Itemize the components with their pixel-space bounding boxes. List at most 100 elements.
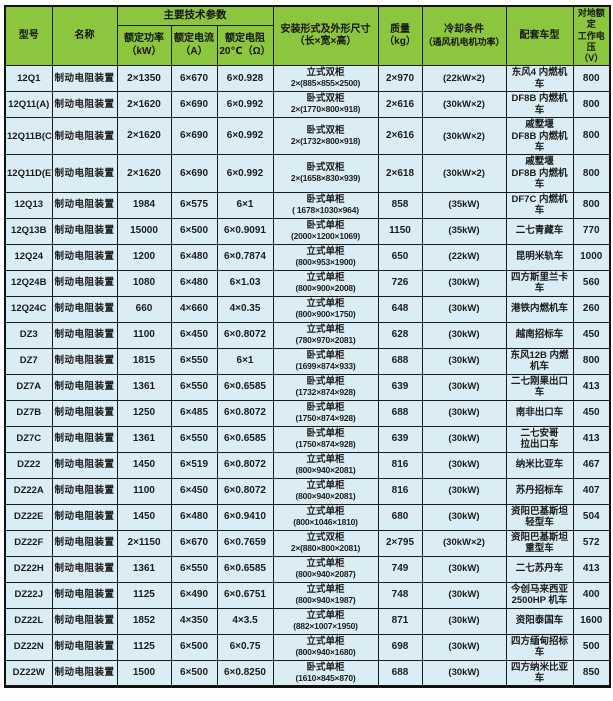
cell-vehicle: 南非出口车 (505, 399, 574, 427)
cell-rated-resistance: 6×0.992 (216, 154, 274, 193)
table-row: 12Q1 制动电阻装置 2×1350 6×670 6×0.928 立式双柜 2×… (4, 65, 611, 93)
install-form: 立式单柜 (306, 557, 345, 569)
cell-voltage: 800 (572, 65, 611, 93)
header-rated-resistance-line2: 20℃（Ω） (219, 45, 271, 57)
cell-install: 立式双柜 2×(885×855×2500) (272, 65, 379, 93)
header-install-line2: （长×宽×高） (294, 36, 357, 48)
cell-mass: 2×618 (377, 154, 423, 193)
cell-rated-current: 6×550 (170, 555, 218, 583)
cell-rated-current: 6×575 (170, 191, 218, 219)
cell-name: 制动电阻装置 (51, 555, 118, 583)
install-form: 立式单柜 (306, 583, 345, 595)
cell-vehicle: 二七苏丹车 (505, 555, 574, 583)
cell-model: DZ7C (4, 425, 53, 453)
cell-rated-resistance: 4×3.5 (216, 607, 274, 635)
table-header: 型号 名称 主要技术参数 安装形式及外形尺寸 （长×宽×高） 质量 （kg） 冷 (4, 5, 611, 67)
table-row: DZ22E 制动电阻装置 1450 6×480 6×0.9410 立式单柜 (8… (4, 503, 611, 531)
table-row: 12Q11(A) 制动电阻装置 2×1620 6×690 6×0.992 卧式双… (4, 91, 611, 119)
install-dimensions: (780×970×2081) (295, 334, 356, 345)
header-name: 名称 (51, 5, 118, 67)
install-form: 卧式单柜 (306, 193, 345, 205)
cell-cooling: (35kW) (421, 217, 507, 245)
cell-model: DZ22H (4, 555, 53, 583)
table-row: DZ22N 制动电阻装置 1125 6×500 6×0.75 立式单柜 (800… (4, 633, 611, 661)
cell-model: DZ22L (4, 607, 53, 635)
install-form: 立式单柜 (306, 505, 345, 517)
cell-mass: 2×616 (377, 117, 423, 156)
cell-vehicle: 苏丹招标车 (505, 477, 574, 505)
cell-voltage: 450 (572, 399, 611, 427)
cell-name: 制动电阻装置 (51, 243, 118, 271)
install-dimensions: 2×(1770×800×918) (290, 104, 361, 115)
cell-voltage: 1600 (572, 607, 611, 635)
cell-vehicle: 二七刚果出口车 (505, 373, 574, 401)
cell-name: 制动电阻装置 (51, 503, 118, 531)
install-dimensions: (800×940×1987) (295, 594, 356, 605)
cell-install: 卧式双柜 2×(1658×830×939) (272, 154, 379, 193)
cell-rated-current: 6×690 (170, 91, 218, 119)
cell-rated-current: 6×550 (170, 373, 218, 401)
cell-rated-resistance: 6×0.9091 (216, 217, 274, 245)
cell-vehicle: 二七安哥 拉出口车 (505, 425, 574, 453)
table-row: 12Q13 制动电阻装置 1984 6×575 6×1 卧式单柜 ( 1678×… (4, 191, 611, 219)
cell-voltage: 413 (572, 555, 611, 583)
header-install-line1: 安装形式及外形尺寸 (280, 23, 371, 35)
cell-rated-power: 1500 (116, 659, 172, 688)
cell-vehicle: 资阳泰国车 (505, 607, 574, 635)
cell-install: 立式单柜 (780×970×2081) (272, 321, 379, 349)
install-form: 立式单柜 (306, 297, 345, 309)
cell-name: 制动电阻装置 (51, 91, 118, 119)
cell-rated-resistance: 6×0.8072 (216, 451, 274, 479)
cell-vehicle: 港铁内燃机车 (505, 295, 574, 323)
install-dimensions: 2×(1732×800×918) (290, 135, 361, 146)
cell-install: 立式单柜 (800×940×2087) (272, 555, 379, 583)
table-row: 12Q24 制动电阻装置 1200 6×480 6×0.7874 立式单柜 (8… (4, 243, 611, 271)
table-row: DZ22A 制动电阻装置 1100 6×450 6×0.8072 立式单柜 (8… (4, 477, 611, 505)
header-voltage-line1: 对地额定 (577, 8, 605, 30)
cell-model: DZ22F (4, 529, 53, 557)
cell-install: 卧式双柜 2×(1770×800×918) (272, 91, 379, 119)
cell-cooling: (30kW) (421, 373, 507, 401)
install-form: 卧式单柜 (306, 219, 345, 231)
cell-cooling: (30kW) (421, 295, 507, 323)
cell-model: 12Q11D(E) (4, 154, 53, 193)
cell-rated-current: 6×485 (170, 399, 218, 427)
table-row: 12Q11B(C) 制动电阻装置 2×1620 6×690 6×0.992 卧式… (4, 117, 611, 156)
cell-model: DZ22E (4, 503, 53, 531)
cell-rated-resistance: 4×0.35 (216, 295, 274, 323)
cell-model: DZ22W (4, 659, 53, 688)
cell-vehicle: 二七青藏车 (505, 217, 574, 245)
cell-rated-current: 6×670 (170, 529, 218, 557)
cell-rated-power: 1984 (116, 191, 172, 219)
cell-rated-current: 6×500 (170, 633, 218, 661)
cell-mass: 688 (377, 399, 423, 427)
install-form: 卧式双柜 (306, 124, 345, 136)
cell-model: 12Q11B(C) (4, 117, 53, 156)
cell-install: 卧式单柜 (2000×1200×1069) (272, 217, 379, 245)
cell-vehicle: 资阳巴基斯坦 重型车 (505, 529, 574, 557)
cell-rated-power: 1450 (116, 503, 172, 531)
install-dimensions: ( 1678×1030×964) (292, 204, 359, 215)
cell-model: DZ22N (4, 633, 53, 661)
cell-rated-resistance: 6×0.8072 (216, 399, 274, 427)
cell-rated-resistance: 6×0.6585 (216, 425, 274, 453)
header-rated-resistance-line1: 额定电阻 (225, 33, 265, 45)
cell-cooling: (30kW×2) (421, 117, 507, 156)
cell-name: 制动电阻装置 (51, 295, 118, 323)
cell-cooling: (30kW) (421, 555, 507, 583)
cell-rated-power: 2×1620 (116, 154, 172, 193)
cell-rated-resistance: 6×0.8072 (216, 477, 274, 505)
cell-mass: 639 (377, 425, 423, 453)
cell-voltage: 260 (572, 295, 611, 323)
cell-name: 制动电阻装置 (51, 425, 118, 453)
cell-voltage: 850 (572, 659, 611, 688)
install-form: 立式单柜 (306, 271, 345, 283)
cell-rated-power: 1080 (116, 269, 172, 297)
install-dimensions: 2×(885×855×2500) (290, 78, 361, 89)
install-dimensions: (800×1046×1810) (293, 516, 358, 527)
table-row: 12Q11D(E) 制动电阻装置 2×1620 6×690 6×0.992 卧式… (4, 154, 611, 193)
cell-rated-current: 6×450 (170, 321, 218, 349)
header-install: 安装形式及外形尺寸 （长×宽×高） (272, 5, 379, 67)
header-name-label: 名称 (74, 29, 95, 41)
cell-rated-resistance: 6×0.75 (216, 633, 274, 661)
